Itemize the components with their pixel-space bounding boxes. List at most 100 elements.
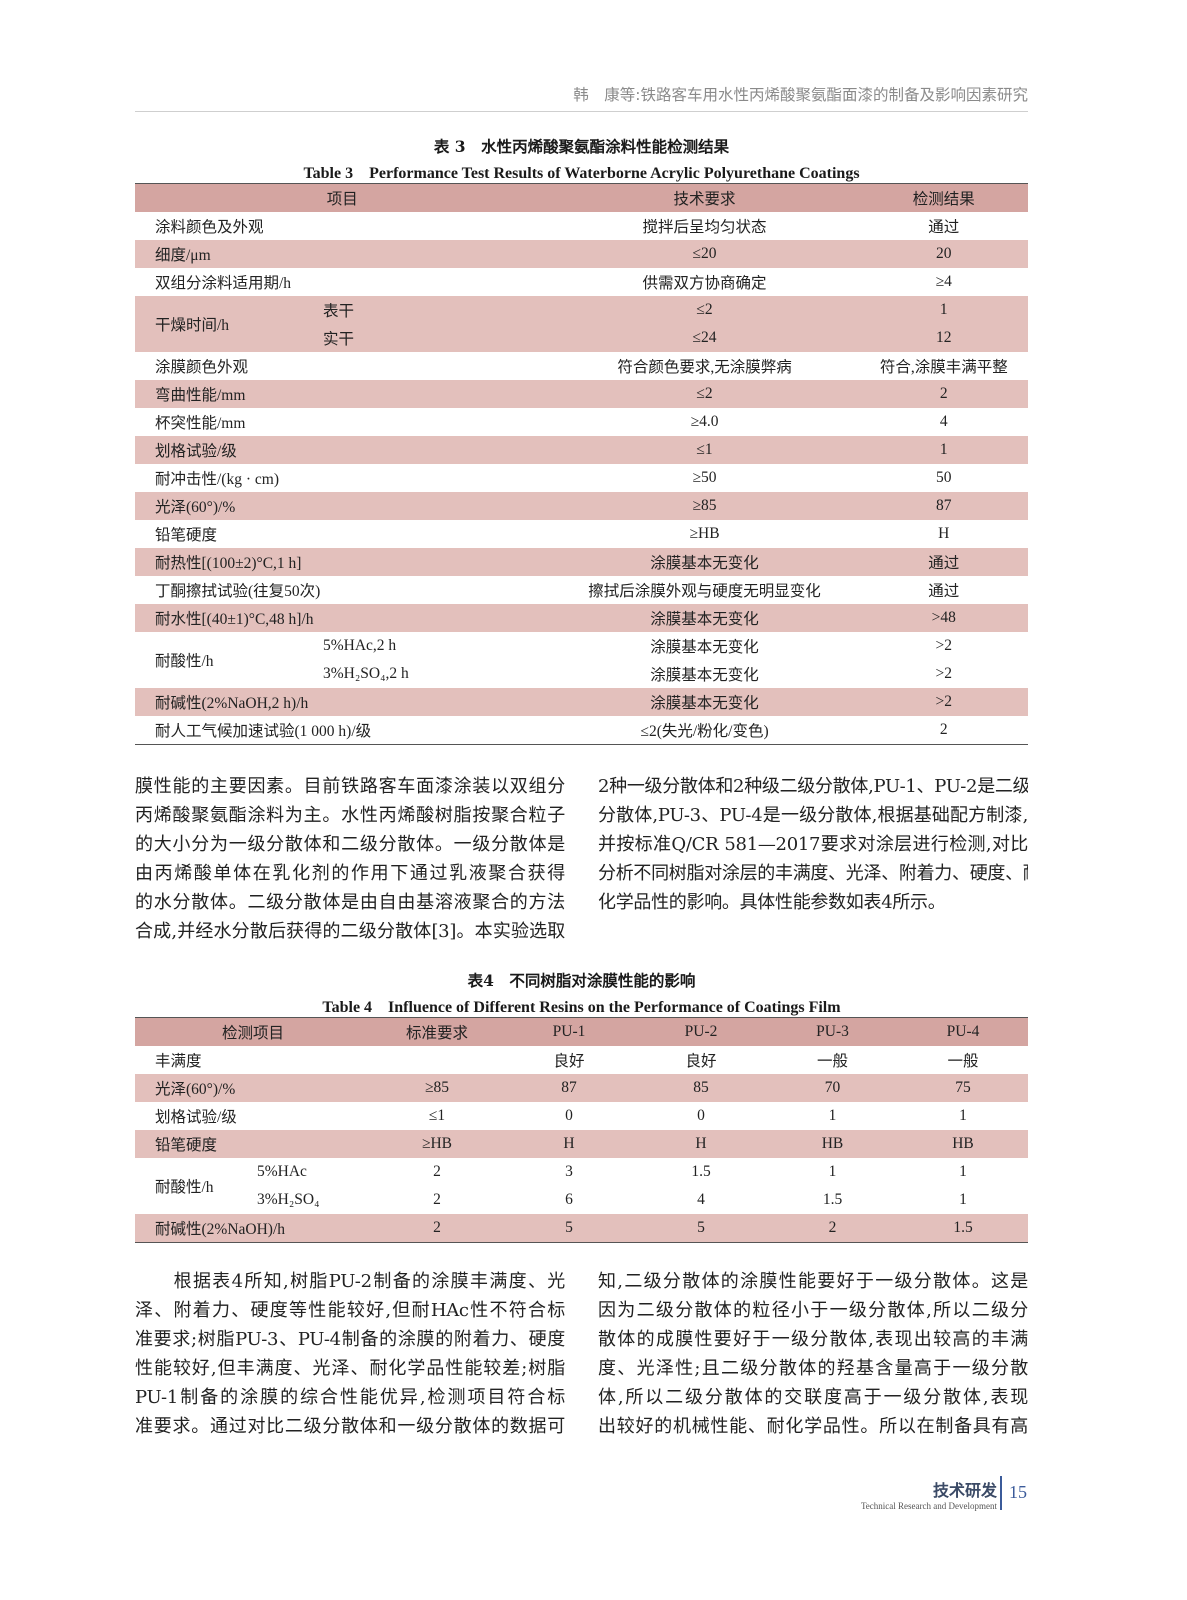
value-cell: 70: [767, 1074, 898, 1102]
item-cell: 光泽(60°)/%: [135, 492, 550, 520]
value-cell: 2: [767, 1214, 898, 1243]
header-cell: PU-4: [898, 1017, 1028, 1046]
requirement-cell: 涂膜基本无变化: [549, 604, 860, 632]
item-cell: 耐水性[(40±1)°C,48 h]/h: [135, 604, 550, 632]
value-cell: 5: [503, 1214, 635, 1243]
table4-caption-cn: 表4 不同树脂对涂膜性能的影响: [467, 971, 696, 990]
header-cell: 标准要求: [371, 1017, 503, 1046]
table-row: 划格试验/级 ≤1 0 0 1 1: [135, 1102, 1028, 1130]
value-cell: 1: [959, 1163, 967, 1180]
value-cell: H: [503, 1130, 635, 1158]
result-cell: ≥4: [935, 273, 952, 290]
table-row: 涂膜颜色外观 符合颜色要求,无涂膜弊病 符合,涂膜丰满平整: [135, 352, 1028, 380]
sub-item-cell: 5%HAc,2 h: [323, 637, 397, 654]
value-cell: 4: [697, 1191, 705, 1208]
header-cell: 项目: [135, 183, 550, 212]
item-cell: 耐酸性/h: [155, 1179, 214, 1196]
requirement-cell: ≤2: [549, 296, 860, 324]
value-cell: 5: [635, 1214, 767, 1243]
sub-item-cell: 实干: [323, 324, 550, 352]
text-line: 合成,并经水分散后获得的二级分散体[3]。本实验选取: [135, 921, 565, 942]
value-cell: HB: [898, 1130, 1028, 1158]
footer-section-cn: 技术研发: [932, 1481, 997, 1500]
result-cell: >48: [859, 604, 1028, 632]
value-cell: 1: [828, 1107, 837, 1124]
value-cell: 75: [898, 1074, 1028, 1102]
requirement-cell: ≥4.0: [690, 413, 719, 430]
table-row: 双组分涂料适用期/h 供需双方协商确定 ≥4: [135, 268, 1028, 296]
requirement-cell: ≤1: [549, 436, 860, 464]
table-row: 耐酸性/h 5%HAc,2 h 涂膜基本无变化 >2: [135, 632, 1028, 670]
value-cell: 2: [371, 1214, 503, 1243]
table-row: 实干 ≤24 12: [135, 324, 1028, 352]
table-row: 耐酸性/h 5%HAc 2 3 1.5 1 1: [135, 1158, 1028, 1196]
text-line: 根据表4所知,树脂PU-2制备的涂膜丰满度、光: [135, 1271, 565, 1292]
result-cell: >2: [859, 688, 1028, 716]
requirement-cell: ≤20: [549, 240, 860, 268]
table-row: 丁酮擦拭试验(往复50次) 擦拭后涂膜外观与硬度无明显变化 通过: [135, 576, 1028, 604]
table-row: 划格试验/级 ≤1 1: [135, 436, 1028, 464]
text-line: 分散体,PU-3、PU-4是一级分散体,根据基础配方制漆,: [598, 805, 1028, 826]
text-line: 的大小分为一级分散体和二级分散体。一级分散体是: [135, 834, 565, 855]
text-line: 准要求;树脂PU-3、PU-4制备的涂膜的附着力、硬度: [135, 1329, 565, 1350]
item-cell: 耐碱性(2%NaOH)/h: [135, 1214, 371, 1243]
value-cell: 1.5: [822, 1191, 843, 1208]
table-row: 铅笔硬度 ≥HB H H HB HB: [135, 1130, 1028, 1158]
requirement-cell: 供需双方协商确定: [642, 275, 767, 292]
value-cell: 2: [433, 1191, 441, 1208]
table3-caption-en: Table 3 Performance Test Results of Wate…: [303, 165, 860, 182]
header-cell: PU-1: [503, 1017, 635, 1046]
sub-item-cell: 3%H₂SO₄,2 h: [323, 665, 409, 682]
text-line: 2种一级分散体和2种级二级分散体,PU-1、PU-2是二级: [598, 776, 1028, 797]
value-cell: 3: [565, 1163, 573, 1180]
item-cell: 干燥时间/h: [135, 296, 323, 352]
text-line: 膜性能的主要因素。目前铁路客车面漆涂装以双组分: [135, 776, 565, 797]
footer-section: 技术研发 Technical Research and Development: [861, 1477, 997, 1511]
value-cell: 0: [697, 1107, 705, 1124]
text-line: 化学品性的影响。具体性能参数如表4所示。: [598, 892, 946, 913]
table-row: 3%H₂SO₄,2 h 涂膜基本无变化 >2: [135, 660, 1028, 688]
value-cell: 0: [565, 1107, 573, 1124]
table3: 项目 技术要求 检测结果 涂料颜色及外观 搅拌后呈均匀状态 通过 细度/μm ≤20 20 双组分…: [135, 183, 1028, 745]
requirement-cell: 涂膜基本无变化: [650, 667, 759, 684]
item-cell: 细度/μm: [135, 240, 550, 268]
text-line: 因为二级分散体的粒径小于一级分散体,所以二级分: [598, 1300, 1028, 1321]
item-cell: 耐人工气候加速试验(1 000 h)/级: [135, 716, 550, 745]
item-cell: 铅笔硬度: [155, 527, 218, 544]
item-cell: 耐热性[(100±2)°C,1 h]: [135, 548, 550, 576]
value-cell: ≥HB: [371, 1130, 503, 1158]
text-line: PU-1制备的涂膜的综合性能优异,检测项目符合标: [135, 1387, 565, 1408]
requirement-cell: ≥85: [549, 492, 860, 520]
value-cell: 一般: [816, 1053, 848, 1070]
table-row: 光泽(60°)/% ≥85 87 85 70 75: [135, 1074, 1028, 1102]
requirement-cell: ≤24: [549, 324, 860, 352]
text-line: 出较好的机械性能、耐化学品性。所以在制备具有高: [598, 1416, 1028, 1437]
table-row: 耐碱性(2%NaOH,2 h)/h 涂膜基本无变化 >2: [135, 688, 1028, 716]
requirement-cell: 涂膜基本无变化: [549, 548, 860, 576]
table-row: 细度/μm ≤20 20: [135, 240, 1028, 268]
value-cell: 良好: [553, 1053, 585, 1070]
value-cell: [371, 1046, 503, 1074]
header-cell: PU-3: [767, 1017, 898, 1046]
item-cell: 双组分涂料适用期/h: [155, 275, 292, 292]
text-line: 准要求。通过对比二级分散体和一级分散体的数据可: [135, 1416, 565, 1437]
value-cell: 1: [828, 1163, 837, 1180]
requirement-cell: ≥HB: [689, 525, 720, 542]
requirement-cell: 涂膜基本无变化: [549, 688, 860, 716]
value-cell: 一般: [947, 1053, 979, 1070]
body-text-right-1: 2种一级分散体和2种级二级分散体,PU-1、PU-2是二级 分散体,PU-3、PU…: [598, 772, 1028, 917]
requirement-cell: ≤2(失光/粉化/变色): [549, 716, 860, 745]
value-cell: 良好: [685, 1053, 717, 1070]
result-cell: 通过: [928, 583, 960, 600]
result-cell: 4: [939, 413, 948, 430]
header-cell: 检测项目: [135, 1017, 371, 1046]
table4: 检测项目 标准要求 PU-1 PU-2 PU-3 PU-4 丰满度 良好 良好 一般 一般 光泽(60…: [135, 1017, 1028, 1243]
item-cell: 耐冲击性/(kg · cm): [155, 471, 279, 488]
result-cell: >2: [935, 637, 953, 654]
table-row: 涂料颜色及外观 搅拌后呈均匀状态 通过: [135, 212, 1028, 240]
table-row: 3%H₂SO₄ 2 6 4 1.5 1: [135, 1186, 1028, 1214]
table-row: 耐碱性(2%NaOH)/h 2 5 5 2 1.5: [135, 1214, 1028, 1243]
footer-section-en: Technical Research and Development: [860, 1501, 997, 1511]
page-number: 15: [1009, 1482, 1027, 1502]
